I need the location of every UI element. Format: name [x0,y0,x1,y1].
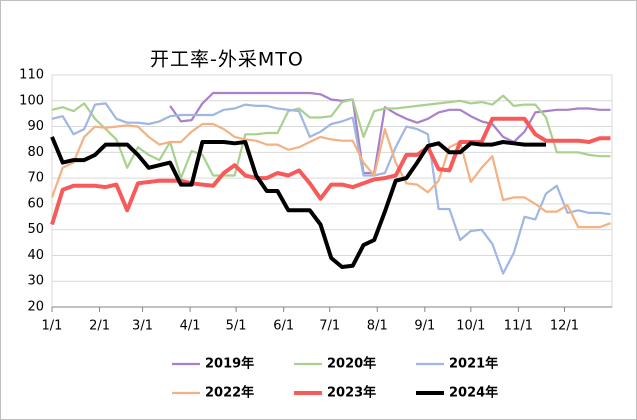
x-tick-label: 9/1 [414,319,435,334]
x-tick-label: 1/1 [42,319,63,334]
x-tick-label: 2/1 [89,319,110,334]
legend: 2019年 2020年 2021年 2022年 2023年 2024年 [172,356,498,401]
legend-label: 2020年 [327,356,376,372]
y-tick-label: 80 [27,145,44,160]
y-tick-label: 30 [27,274,44,289]
legend-label: 2023年 [327,385,376,401]
x-tick-label: 8/1 [367,319,388,334]
y-tick-label: 50 [27,222,44,237]
x-tick-label: 11/1 [504,319,533,334]
series-line [50,122,611,229]
y-tick-label: 110 [19,68,44,83]
x-tick-label: 5/1 [226,319,247,334]
x-tick-label: 12/1 [550,319,579,334]
y-tick-label: 60 [27,196,44,211]
y-tick-label: 40 [27,248,44,263]
legend-label: 2024年 [449,385,498,401]
y-tick-label: 90 [27,119,44,134]
legend-label: 2021年 [449,356,498,372]
x-tick-label: 3/1 [132,319,153,334]
series-line [50,136,546,269]
series-line [51,102,611,275]
x-tick-label: 10/1 [456,319,485,334]
series-line [51,94,611,180]
x-tick-label: 4/1 [180,319,201,334]
legend-label: 2022年 [205,385,254,401]
series-line [50,116,611,226]
chart-title: 开工率-外采MTO [150,49,304,71]
x-tick-label: 7/1 [319,319,340,334]
y-tick-label: 100 [19,93,44,108]
x-tick-label: 6/1 [273,319,294,334]
series-line [169,91,611,175]
y-tick-label: 20 [27,300,44,315]
y-tick-label: 70 [27,171,44,186]
legend-label: 2019年 [205,356,254,372]
